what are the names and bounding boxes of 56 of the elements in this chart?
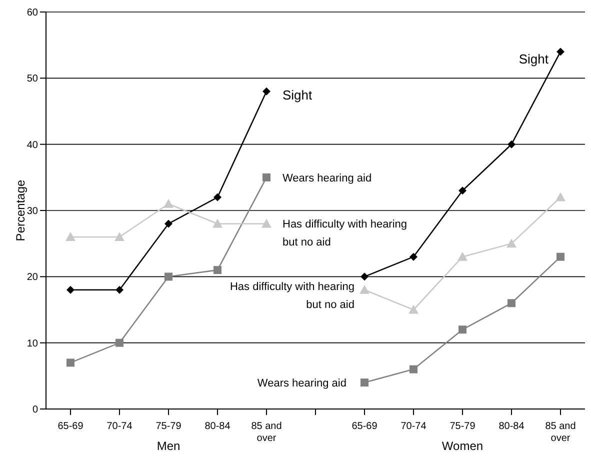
point	[458, 186, 466, 195]
point	[116, 338, 124, 347]
x-tick-label: 80-84	[498, 421, 525, 432]
text: Men	[156, 439, 182, 453]
x-tick-label: 80-84	[204, 421, 231, 432]
point	[66, 232, 76, 241]
point	[214, 193, 222, 202]
point	[164, 272, 172, 281]
series-label: Sight	[518, 52, 549, 67]
y-axis-title: Percentage	[13, 179, 28, 242]
point	[262, 218, 272, 228]
point	[262, 173, 270, 182]
y-tick-label: 30	[26, 206, 38, 218]
point	[214, 266, 222, 274]
point	[556, 192, 566, 202]
x-tick-label: 65-69	[58, 421, 84, 432]
point	[506, 238, 516, 248]
point	[116, 286, 124, 294]
text: Has difficulty with hearing but no aid	[282, 218, 408, 249]
point	[458, 326, 466, 334]
point	[556, 252, 564, 261]
point	[360, 272, 368, 281]
point	[114, 232, 124, 241]
series-label: Has difficulty with hearing but no aid	[230, 280, 354, 311]
point	[360, 378, 368, 387]
point	[66, 286, 74, 294]
x-tick-label: 75-79	[450, 421, 476, 432]
x-tick-label: 75-79	[156, 421, 182, 432]
point	[458, 252, 468, 261]
point	[262, 87, 270, 96]
x-tick-label: 85 and over	[545, 421, 576, 444]
x-tick-label: 85 and over	[251, 421, 282, 444]
y-tick-label: 10	[26, 338, 38, 350]
text: Wears hearing aid	[257, 378, 346, 390]
y-tick-label: 20	[26, 272, 38, 284]
text: Women	[440, 439, 484, 453]
point	[212, 218, 222, 228]
x-tick-label: 70-74	[400, 421, 427, 432]
point	[360, 284, 370, 294]
y-tick-label: 40	[26, 140, 38, 151]
point	[164, 220, 172, 228]
point	[508, 299, 516, 308]
point	[408, 304, 418, 314]
x-tick-label: 70-74	[106, 421, 133, 432]
point	[66, 358, 74, 367]
y-tick-label: 0	[32, 404, 38, 416]
point	[164, 198, 174, 208]
point	[410, 252, 418, 261]
series-label: Wears hearing aid	[282, 172, 372, 184]
x-tick-label: 65-69	[352, 421, 378, 432]
text: Sight	[282, 87, 312, 102]
y-tick-label: 50	[26, 74, 38, 85]
point	[410, 365, 418, 374]
y-tick-label: 60	[26, 8, 38, 19]
point	[508, 140, 516, 148]
point	[556, 48, 564, 56]
